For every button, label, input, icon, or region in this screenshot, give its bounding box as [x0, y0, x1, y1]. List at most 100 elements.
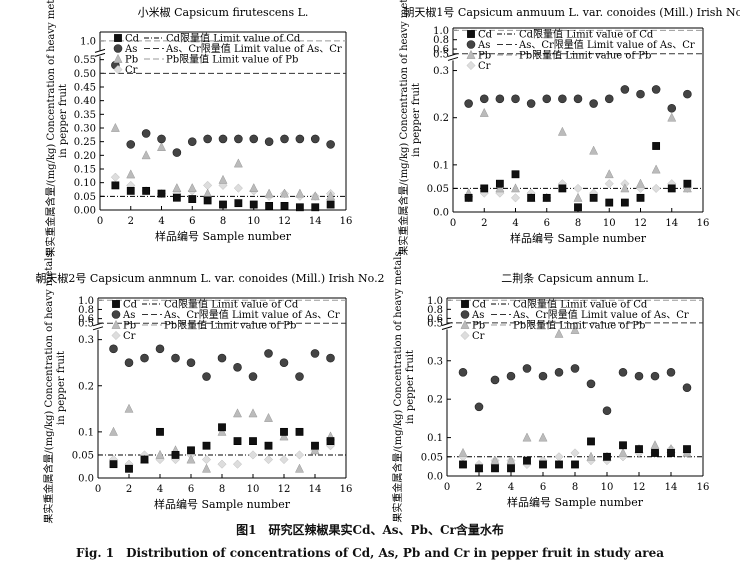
marker-circle: [683, 89, 692, 99]
legend-limit-label: Pb限量值 Limit value of Pb: [519, 49, 651, 62]
marker-circle: [295, 134, 305, 144]
legend-entry: Pb: [472, 321, 485, 332]
marker-circle: [589, 99, 598, 108]
panel-1: 小米椒 Capsicum firutescens L. 0.00 0.05 0.10 0…: [44, 0, 352, 257]
marker-square: [683, 179, 692, 188]
x-tick-label: 0: [97, 216, 103, 227]
axis-break-mark: [94, 48, 106, 53]
x-tick-label: 8: [219, 484, 225, 495]
marker-triangle: [326, 191, 336, 201]
marker-square: [571, 460, 579, 469]
x-tick-label: 4: [512, 218, 518, 229]
y-tick-label: 0.6: [433, 45, 449, 56]
marker-triangle: [294, 463, 305, 473]
marker-triangle: [295, 188, 305, 198]
marker-diamond: [217, 459, 227, 469]
marker-circle: [113, 44, 123, 53]
x-tick-label: 12: [278, 216, 291, 227]
marker-square: [114, 34, 122, 42]
marker-diamond: [510, 193, 521, 203]
marker-circle: [495, 94, 505, 104]
marker-square: [558, 184, 567, 193]
panel-3: 朝天椒2号 Capsicum anmnum L. var. conoides (…: [35, 252, 384, 523]
marker-square: [125, 464, 133, 473]
marker-triangle: [479, 107, 489, 117]
marker-square: [619, 441, 627, 450]
marker-square: [171, 451, 180, 459]
marker-circle: [326, 140, 335, 149]
marker-circle: [295, 372, 304, 381]
marker-diamond: [203, 180, 213, 190]
marker-square: [491, 464, 499, 473]
marker-square: [461, 300, 469, 308]
legend-limit-label: As、Cr限量值 Limit value of As、Cr: [512, 308, 689, 321]
axis-break-mask: [93, 323, 103, 330]
marker-square: [652, 142, 661, 150]
x-tick-label: 16: [697, 482, 710, 493]
marker-circle: [157, 134, 166, 144]
marker-square: [311, 441, 319, 450]
marker-triangle: [263, 412, 274, 422]
marker-square: [188, 195, 197, 203]
marker-square: [311, 203, 320, 212]
marker-square: [233, 437, 242, 445]
marker-square: [111, 181, 120, 190]
x-tick-label: 6: [189, 216, 195, 227]
y-tick-label: 0.2: [427, 395, 443, 406]
marker-circle: [464, 99, 473, 108]
x-tick-label: 6: [188, 484, 194, 495]
marker-triangle: [650, 440, 660, 450]
marker-square: [495, 179, 504, 188]
marker-square: [467, 30, 475, 38]
y-tick-label: 0.5: [433, 49, 449, 60]
marker-circle: [538, 371, 548, 381]
y-tick-label: 0.05: [72, 450, 94, 461]
legend-limit-label: Cd限量值 Limit value of Cd: [519, 28, 654, 41]
marker-diamond: [460, 330, 470, 341]
marker-square: [620, 198, 629, 207]
marker-square: [589, 193, 598, 202]
legend: Cd Cd限量值 Limit value of Cd As As、Cr限量值 Limi…: [111, 298, 340, 342]
x-tick-label: 4: [157, 484, 163, 495]
y-axis-label-en: in pepper fruit: [56, 351, 67, 425]
marker-circle: [140, 353, 149, 363]
marker-triangle: [557, 126, 567, 136]
legend-entry: Cr: [472, 331, 485, 342]
legend-entry: Pb: [123, 321, 136, 332]
marker-square: [249, 200, 258, 209]
x-tick-label: 4: [158, 216, 164, 227]
marker-square: [605, 198, 614, 207]
legend-limit-label: Pb限量值 Limit value of Pb: [513, 319, 645, 332]
y-tick-label: 0.50: [74, 69, 96, 80]
marker-diamond: [201, 454, 212, 465]
marker-triangle: [218, 174, 228, 184]
marker-triangle: [201, 463, 212, 473]
y-tick-label: 0.5: [78, 319, 94, 330]
x-tick-label: 2: [476, 482, 482, 493]
panel-4: 二荆条 Capsicum annum L. 0.0 0.05 0.1 0.2 0.3 0.5…: [391, 251, 709, 522]
y-axis-label-cn: 果实重金属含量/(mg/kg) Concentration of heavy m…: [397, 0, 410, 256]
marker-circle: [124, 358, 134, 367]
marker-square: [234, 199, 243, 208]
y-tick-label: 0.3: [427, 356, 443, 367]
marker-circle: [667, 103, 677, 113]
marker-square: [636, 193, 645, 202]
y-axis-label-en: in pepper fruit: [411, 83, 422, 157]
y-tick-label: 0.8: [78, 305, 94, 316]
marker-triangle: [510, 183, 521, 193]
marker-triangle: [249, 182, 259, 192]
axis-break-mark: [92, 326, 104, 331]
y-axis-label-en: in pepper fruit: [58, 84, 69, 158]
marker-triangle: [156, 141, 167, 151]
x-tick-label: 14: [309, 216, 322, 227]
legend-entry: Cd: [125, 34, 140, 45]
marker-circle: [326, 353, 335, 363]
marker-diamond: [111, 330, 121, 341]
axis-break-mark: [441, 326, 453, 330]
marker-triangle: [248, 408, 258, 418]
y-tick-label: 0.20: [74, 151, 96, 162]
marker-circle: [203, 134, 212, 144]
marker-square: [140, 455, 149, 464]
marker-triangle: [187, 182, 197, 192]
marker-diamond: [604, 179, 614, 189]
